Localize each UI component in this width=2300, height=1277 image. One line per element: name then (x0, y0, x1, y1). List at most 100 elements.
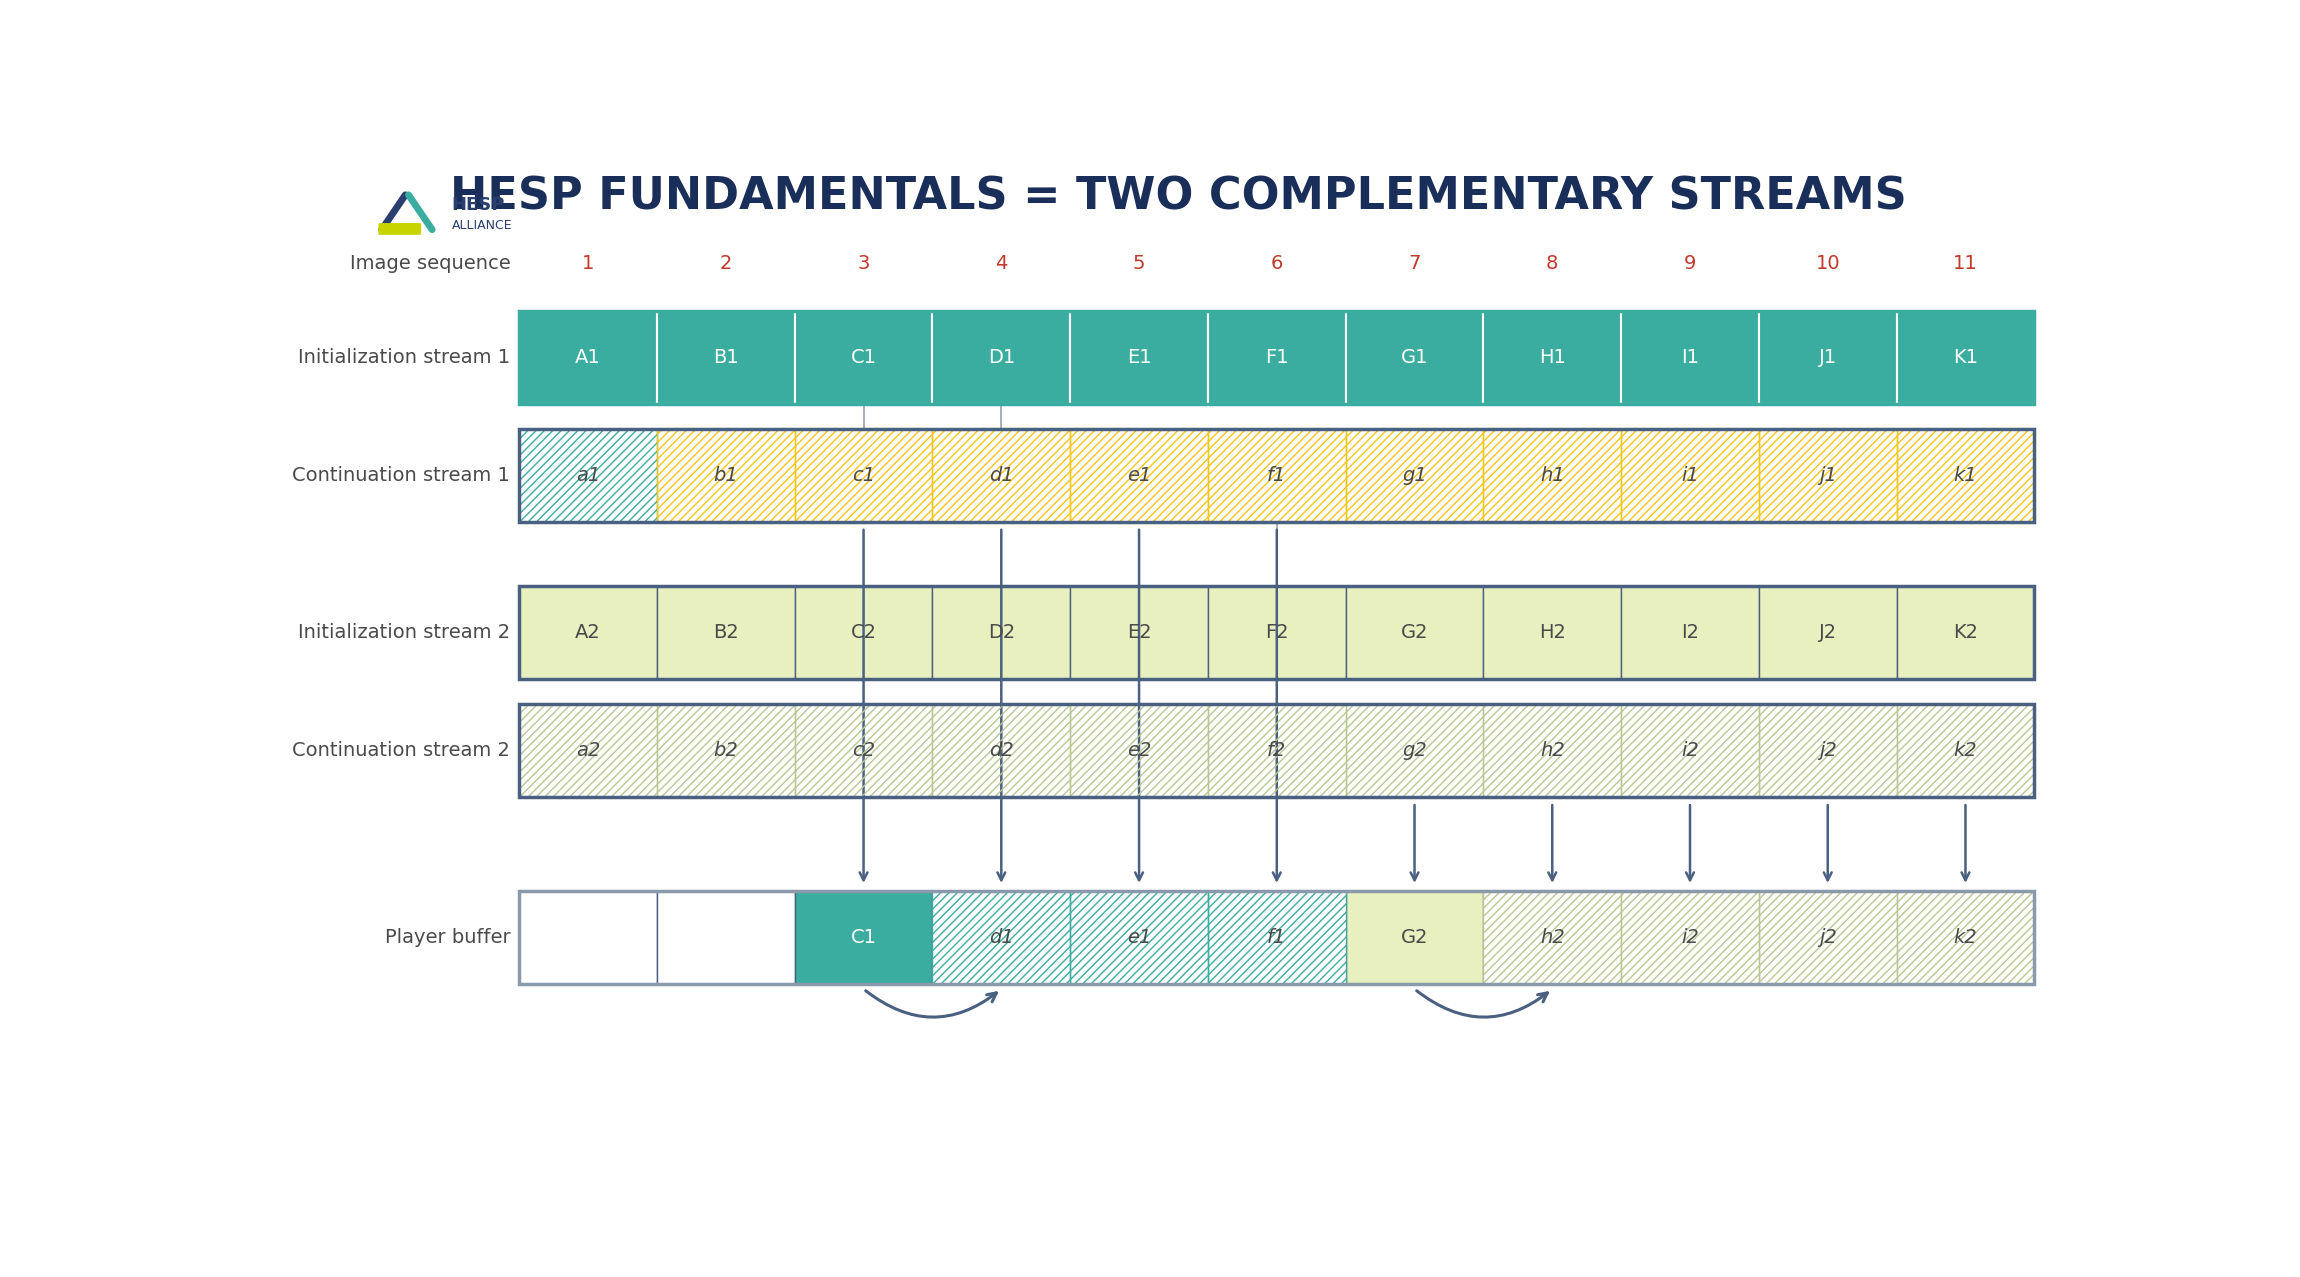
Text: G2: G2 (1401, 623, 1428, 642)
Text: 8: 8 (1546, 254, 1559, 273)
Bar (1070, 429, 1208, 522)
Text: B2: B2 (713, 623, 738, 642)
Bar (1622, 586, 1760, 679)
Bar (1622, 704, 1760, 797)
Bar (1070, 429, 1208, 522)
Bar (932, 429, 1070, 522)
Text: i1: i1 (1681, 466, 1700, 485)
Text: J2: J2 (1819, 623, 1838, 642)
Bar (1346, 429, 1484, 522)
Bar (658, 310, 796, 404)
Text: C1: C1 (851, 928, 876, 948)
Text: d2: d2 (989, 741, 1014, 760)
Text: h1: h1 (1541, 466, 1564, 485)
Bar (1346, 429, 1484, 522)
Text: Continuation stream 2: Continuation stream 2 (292, 741, 511, 760)
Bar (1346, 310, 1484, 404)
Bar (658, 429, 796, 522)
Text: A2: A2 (575, 623, 600, 642)
Bar (520, 891, 2033, 985)
Bar (520, 586, 658, 679)
Bar (1484, 891, 1621, 985)
Text: D1: D1 (987, 347, 1014, 366)
Text: I1: I1 (1681, 347, 1700, 366)
Bar (1760, 429, 1897, 522)
Bar (1346, 891, 1484, 985)
Text: j2: j2 (1819, 741, 1838, 760)
Text: i2: i2 (1681, 741, 1700, 760)
Bar (1760, 704, 1897, 797)
Text: G1: G1 (1401, 347, 1428, 366)
Text: d1: d1 (989, 466, 1014, 485)
Bar (1208, 429, 1345, 522)
Text: g2: g2 (1403, 741, 1426, 760)
Bar (1622, 429, 1760, 522)
Bar (1898, 586, 2033, 679)
Text: E2: E2 (1127, 623, 1152, 642)
Bar (1208, 891, 1345, 985)
Bar (658, 429, 796, 522)
Text: k2: k2 (1953, 741, 1978, 760)
Bar (1898, 429, 2033, 522)
Bar (1898, 429, 2033, 522)
Text: d1: d1 (989, 928, 1014, 948)
Text: 4: 4 (996, 254, 1007, 273)
Bar (1346, 586, 1484, 679)
Bar (658, 891, 796, 985)
Bar (658, 586, 796, 679)
Bar (1760, 429, 1897, 522)
Bar (1208, 704, 1345, 797)
Bar (1760, 891, 1897, 985)
Text: 7: 7 (1408, 254, 1421, 273)
Bar (658, 704, 796, 797)
Bar (1484, 891, 1621, 985)
FancyBboxPatch shape (380, 223, 421, 235)
Bar (1208, 891, 1345, 985)
Bar (1208, 704, 1345, 797)
Bar (1208, 586, 1345, 679)
Text: c2: c2 (851, 741, 874, 760)
Text: H2: H2 (1539, 623, 1566, 642)
Text: g1: g1 (1403, 466, 1426, 485)
Bar (520, 586, 2033, 679)
Bar (1484, 704, 1621, 797)
Text: 5: 5 (1134, 254, 1145, 273)
Bar (932, 891, 1070, 985)
Text: HESP: HESP (451, 197, 506, 215)
Text: ALLIANCE: ALLIANCE (451, 218, 513, 231)
Text: e2: e2 (1127, 741, 1152, 760)
Bar (1622, 891, 1760, 985)
Bar (932, 891, 1070, 985)
Bar (1484, 429, 1621, 522)
Text: Image sequence: Image sequence (350, 254, 511, 273)
Bar (1070, 891, 1208, 985)
Text: j2: j2 (1819, 928, 1838, 948)
Text: c1: c1 (851, 466, 874, 485)
Bar (1760, 310, 1897, 404)
Bar (932, 704, 1070, 797)
Bar (1622, 704, 1760, 797)
Text: Continuation stream 1: Continuation stream 1 (292, 466, 511, 485)
Bar (932, 586, 1070, 679)
Bar (796, 704, 932, 797)
Bar (1622, 891, 1760, 985)
Bar (520, 429, 2033, 522)
Text: 11: 11 (1953, 254, 1978, 273)
Text: b1: b1 (713, 466, 738, 485)
Text: a1: a1 (575, 466, 600, 485)
Bar (1622, 429, 1760, 522)
Text: f1: f1 (1267, 466, 1286, 485)
Text: e1: e1 (1127, 928, 1152, 948)
Bar (1208, 429, 1345, 522)
Bar (520, 704, 658, 797)
Bar (932, 310, 1070, 404)
Text: F1: F1 (1265, 347, 1288, 366)
Bar (520, 310, 658, 404)
Text: a2: a2 (575, 741, 600, 760)
Text: Initialization stream 2: Initialization stream 2 (299, 623, 511, 642)
Text: J1: J1 (1819, 347, 1838, 366)
Bar (658, 704, 796, 797)
Bar (520, 704, 2033, 797)
Text: f1: f1 (1267, 928, 1286, 948)
Bar (932, 429, 1070, 522)
